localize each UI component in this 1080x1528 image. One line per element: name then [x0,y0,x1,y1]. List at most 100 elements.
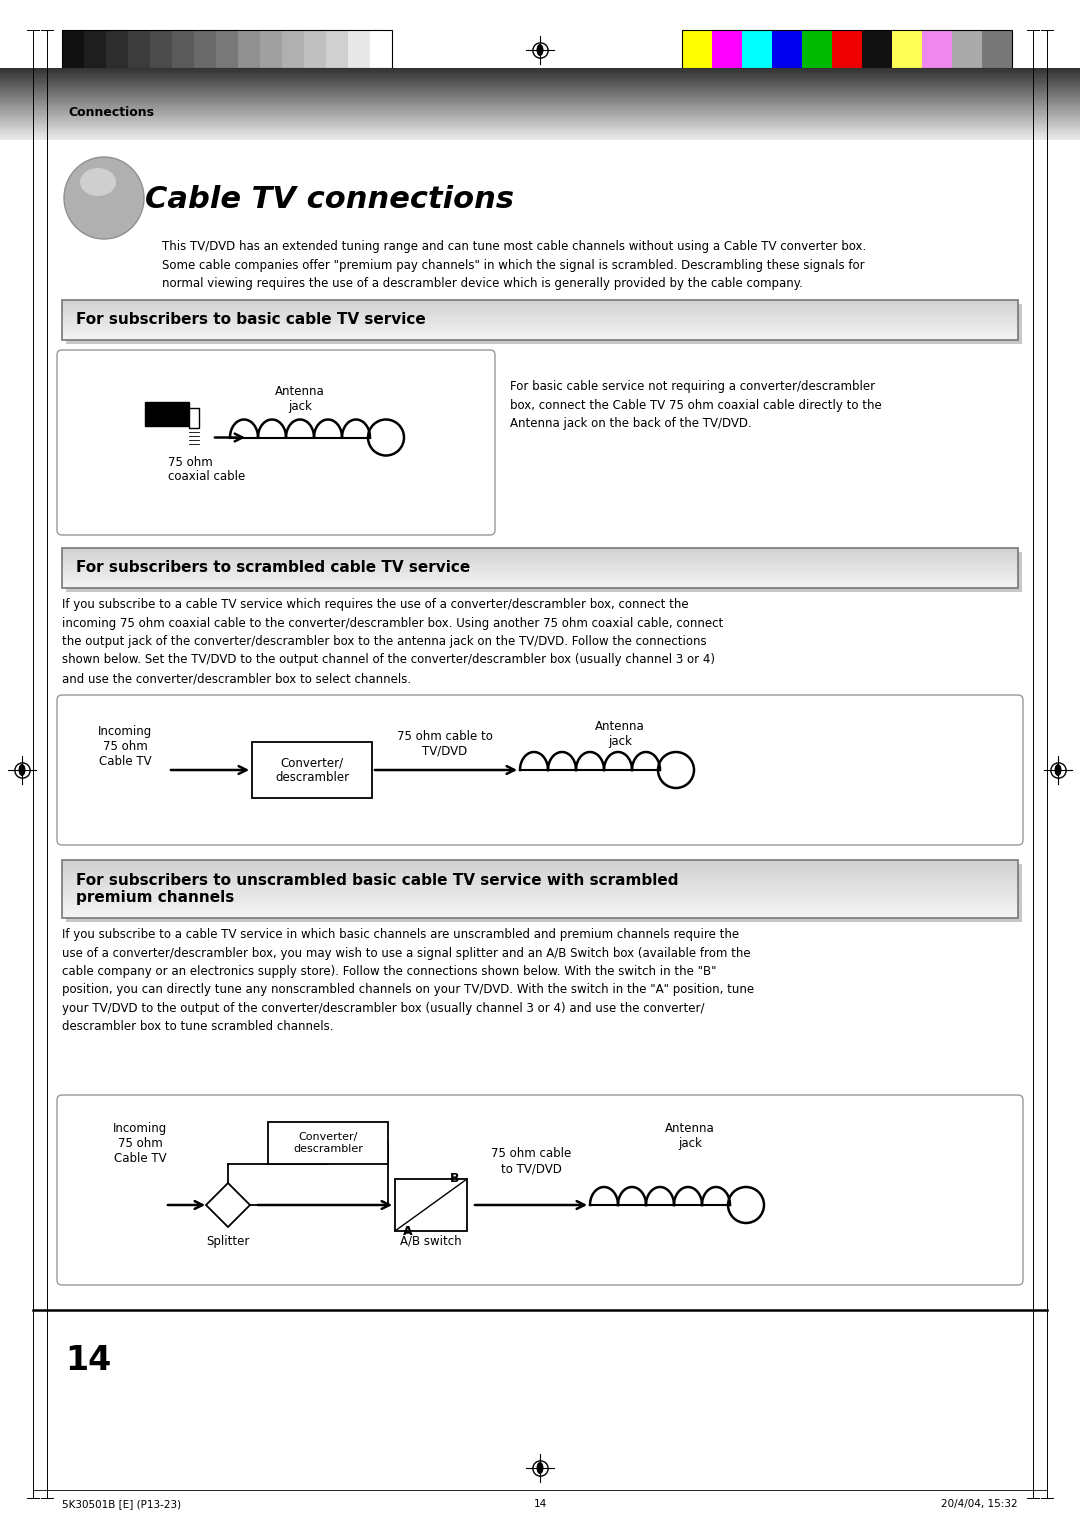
Bar [62,871,1018,874]
Text: For basic cable service not requiring a converter/descrambler
box, connect the C: For basic cable service not requiring a … [510,380,881,429]
Bar [922,31,951,69]
Text: A: A [403,1225,413,1238]
Text: For subscribers to basic cable TV service: For subscribers to basic cable TV servic… [76,313,426,327]
Bar [189,408,199,428]
Text: Connections: Connections [68,105,154,119]
Bar [395,1180,467,1232]
Text: 20/4/04, 15:32: 20/4/04, 15:32 [942,1499,1018,1510]
Bar [951,31,982,69]
Bar [62,912,1018,914]
Bar [772,31,802,69]
Bar [62,866,1018,868]
Bar [303,31,326,69]
Bar [268,1122,388,1164]
Bar [62,903,1018,905]
Bar [62,863,1018,866]
Text: Cable TV connections: Cable TV connections [145,185,514,214]
Text: 75 ohm cable
to TV/DVD: 75 ohm cable to TV/DVD [491,1148,571,1175]
Text: Incoming
75 ohm
Cable TV: Incoming 75 ohm Cable TV [113,1122,167,1164]
Bar [62,869,1018,871]
Bar [62,868,1018,869]
Text: Incoming
75 ohm
Cable TV: Incoming 75 ohm Cable TV [98,724,152,769]
Bar [862,31,892,69]
Bar [982,31,1012,69]
Text: This TV/DVD has an extended tuning range and can tune most cable channels withou: This TV/DVD has an extended tuning range… [162,240,866,290]
Bar [216,31,238,69]
Text: A/B switch: A/B switch [401,1235,462,1248]
Text: Converter/
descrambler: Converter/ descrambler [275,756,349,784]
Bar [62,889,1018,891]
Bar [62,860,1018,918]
Bar [62,898,1018,900]
FancyBboxPatch shape [57,695,1023,845]
Bar [62,882,1018,883]
FancyBboxPatch shape [57,1096,1023,1285]
Bar [62,905,1018,906]
Bar [62,906,1018,908]
Bar [282,31,303,69]
Text: For subscribers to scrambled cable TV service: For subscribers to scrambled cable TV se… [76,561,470,576]
Bar [370,31,392,69]
Bar [62,885,1018,888]
Bar [62,874,1018,876]
Bar [62,549,1018,588]
Bar [892,31,922,69]
Bar [66,552,1022,591]
Text: B: B [449,1172,459,1186]
Text: Antenna
jack: Antenna jack [665,1122,715,1151]
Text: 14: 14 [534,1499,546,1510]
Text: 75 ohm
coaxial cable: 75 ohm coaxial cable [168,455,245,483]
Bar [681,31,1012,69]
Text: Antenna
jack: Antenna jack [595,720,645,749]
Bar [62,911,1018,912]
Bar [62,862,1018,863]
Ellipse shape [537,44,543,57]
Bar [62,891,1018,892]
Bar [62,877,1018,879]
Bar [62,914,1018,917]
Bar [129,31,150,69]
Bar [172,31,194,69]
Text: Splitter: Splitter [206,1235,249,1248]
Bar [62,917,1018,918]
Bar [260,31,282,69]
Bar [348,31,370,69]
Bar [832,31,862,69]
Bar [238,31,260,69]
Bar [62,879,1018,882]
Bar [66,304,1022,344]
Bar [62,908,1018,911]
Bar [62,31,392,69]
Bar [62,892,1018,895]
Bar [106,31,129,69]
Bar [62,888,1018,889]
Text: 5K30501B [E] (P13-23): 5K30501B [E] (P13-23) [62,1499,181,1510]
Text: 75 ohm cable to
TV/DVD: 75 ohm cable to TV/DVD [397,730,492,758]
Text: 14: 14 [65,1343,111,1377]
Text: If you subscribe to a cable TV service in which basic channels are unscrambled a: If you subscribe to a cable TV service i… [62,927,754,1033]
Ellipse shape [64,157,144,238]
Bar [681,31,712,69]
Bar [194,31,216,69]
Bar [62,31,84,69]
Bar [742,31,772,69]
Ellipse shape [537,1462,543,1475]
Polygon shape [206,1183,249,1227]
Bar [62,895,1018,897]
Text: If you subscribe to a cable TV service which requires the use of a converter/des: If you subscribe to a cable TV service w… [62,597,724,685]
Bar [62,900,1018,903]
Bar [712,31,742,69]
Bar [145,402,189,425]
Bar [802,31,832,69]
Ellipse shape [18,764,26,776]
Bar [62,860,1018,862]
Text: Antenna
jack: Antenna jack [275,385,325,413]
Bar [84,31,106,69]
Bar [62,876,1018,877]
Bar [66,863,1022,921]
Bar [150,31,172,69]
Bar [62,897,1018,898]
FancyBboxPatch shape [57,350,495,535]
Text: Converter/
descrambler: Converter/ descrambler [293,1132,363,1154]
Bar [62,883,1018,885]
